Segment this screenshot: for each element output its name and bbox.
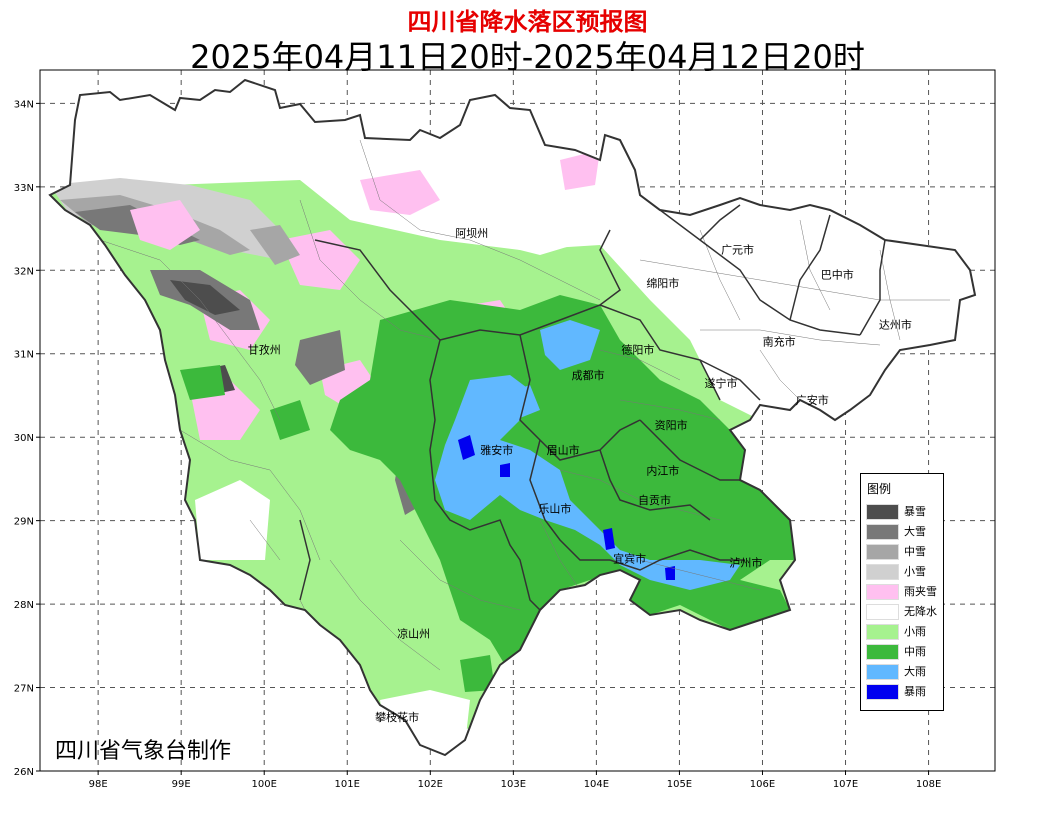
y-tick-label: 28N <box>14 600 34 611</box>
legend-label: 小雨 <box>904 625 926 638</box>
city-label: 眉山市 <box>547 443 580 457</box>
x-tick-label: 104E <box>584 779 609 790</box>
legend-item-baoyu: 暴雨 <box>866 684 942 701</box>
legend-swatch <box>866 604 899 620</box>
legend-item-wujiangshui: 无降水 <box>866 604 942 621</box>
legend-swatch <box>866 584 899 600</box>
x-tick-label: 106E <box>750 779 775 790</box>
map-subtitle: 2025年04月11日20时-2025年04月12日20时 <box>190 38 865 76</box>
x-tick-label: 107E <box>833 779 858 790</box>
city-label: 南充市 <box>763 334 796 348</box>
legend-item-daxue: 大雪 <box>866 524 942 541</box>
city-label: 阿坝州 <box>455 226 488 240</box>
legend-label: 暴雨 <box>904 685 926 698</box>
legend-label: 大雨 <box>904 665 926 678</box>
y-tick-label: 30N <box>14 433 34 444</box>
city-label: 资阳市 <box>655 418 688 432</box>
city-label: 宜宾市 <box>613 551 646 565</box>
y-tick-label: 34N <box>14 99 34 110</box>
legend-item-xiaoxue: 小雪 <box>866 564 942 581</box>
x-tick-label: 103E <box>501 779 526 790</box>
map-title: 四川省降水落区预报图 <box>407 8 648 36</box>
y-tick-label: 27N <box>14 684 34 695</box>
legend-item-baoxue: 暴雪 <box>866 504 942 521</box>
city-label: 达州市 <box>879 318 912 332</box>
legend-item-zhongxue: 中雪 <box>866 544 942 561</box>
legend-label: 暴雪 <box>904 505 926 518</box>
legend-label: 雨夹雪 <box>904 585 937 598</box>
legend-label: 中雪 <box>904 545 926 558</box>
legend-label: 中雨 <box>904 645 926 658</box>
x-tick-label: 98E <box>89 779 108 790</box>
city-label: 内江市 <box>646 464 679 478</box>
city-label: 遂宁市 <box>704 376 737 390</box>
legend-label: 小雪 <box>904 565 926 578</box>
x-tick-label: 108E <box>916 779 941 790</box>
x-tick-label: 102E <box>418 779 443 790</box>
axis-ticks: 98E 99E 100E 101E 102E 103E 104E 105E 106E 107E 10… <box>14 99 941 790</box>
legend-title: 图例 <box>867 482 892 496</box>
city-label: 甘孜州 <box>248 343 281 357</box>
x-tick-label: 101E <box>335 779 360 790</box>
legend-swatch <box>866 564 899 580</box>
legend-item-yujiaxue: 雨夹雪 <box>866 584 942 601</box>
y-tick-label: 31N <box>14 350 34 361</box>
city-label: 成都市 <box>572 368 605 382</box>
y-tick-label: 26N <box>14 767 34 778</box>
city-label: 广元市 <box>721 243 754 257</box>
x-tick-label: 99E <box>172 779 191 790</box>
credit-text: 四川省气象台制作 <box>55 739 232 764</box>
precipitation-areas <box>50 80 975 755</box>
city-label: 乐山市 <box>538 501 571 515</box>
legend: 图例 暴雪 大雪 中雪 小雪 雨夹雪 无降水 小雨 中雨 大雨 暴雨 <box>860 473 944 711</box>
y-tick-label: 29N <box>14 517 34 528</box>
legend-swatch <box>866 504 899 520</box>
city-label: 雅安市 <box>480 443 513 457</box>
x-tick-label: 100E <box>252 779 277 790</box>
legend-swatch <box>866 624 899 640</box>
legend-item-xiaoyu: 小雨 <box>866 624 942 641</box>
legend-swatch <box>866 664 899 680</box>
legend-item-dayu: 大雨 <box>866 664 942 681</box>
legend-label: 大雪 <box>904 525 926 538</box>
city-label: 巴中市 <box>821 268 854 282</box>
city-label: 广安市 <box>796 393 829 407</box>
city-label: 自贡市 <box>638 493 671 507</box>
city-label: 德阳市 <box>621 343 654 357</box>
y-tick-label: 32N <box>14 266 34 277</box>
legend-swatch <box>866 644 899 660</box>
city-label: 凉山州 <box>397 626 430 640</box>
map-frame <box>39 69 996 772</box>
y-tick-label: 33N <box>14 183 34 194</box>
legend-item-zhongyu: 中雨 <box>866 644 942 661</box>
legend-swatch <box>866 684 899 700</box>
legend-swatch <box>866 524 899 540</box>
city-label: 绵阳市 <box>646 276 679 290</box>
x-tick-label: 105E <box>667 779 692 790</box>
city-label: 攀枝花市 <box>375 710 419 724</box>
legend-label: 无降水 <box>904 605 937 618</box>
city-label: 泸州市 <box>729 556 762 570</box>
legend-swatch <box>866 544 899 560</box>
